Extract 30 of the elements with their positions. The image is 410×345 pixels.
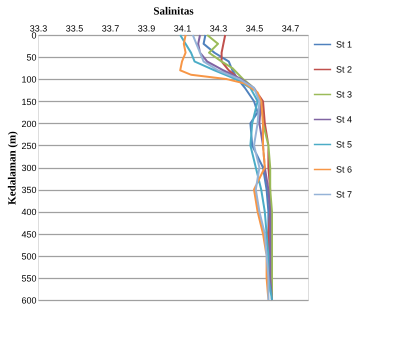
legend-label: St 7 <box>336 190 352 200</box>
y-tick-label: 250 <box>21 140 36 151</box>
x-tick-label: 33.9 <box>138 24 156 34</box>
y-tick-label: 450 <box>21 229 36 240</box>
legend-label: St 1 <box>336 40 352 50</box>
x-tick-label: 33.7 <box>102 24 120 34</box>
legend-label: St 4 <box>336 114 352 124</box>
y-tick-label: 500 <box>21 251 36 262</box>
x-tick-label: 34.1 <box>174 24 192 34</box>
legend-label: St 5 <box>336 140 352 150</box>
y-tick-label: 400 <box>21 207 36 218</box>
y-tick-label: 150 <box>21 96 36 107</box>
x-tick-label: 33.5 <box>66 24 84 34</box>
y-tick-label: 350 <box>21 185 36 196</box>
x-tick-label: 34.7 <box>282 24 300 34</box>
y-axis-title: Kedalaman (m) <box>6 130 18 205</box>
x-tick-label: 33.3 <box>30 24 48 34</box>
x-tick-label: 34.5 <box>246 24 264 34</box>
x-axis-title: Salinitas <box>153 6 194 18</box>
legend-label: St 2 <box>336 64 352 74</box>
legend-label: St 3 <box>336 90 352 100</box>
y-tick-label: 50 <box>26 52 36 63</box>
y-tick-label: 200 <box>21 118 36 129</box>
y-tick-label: 600 <box>21 296 36 306</box>
y-tick-label: 100 <box>21 74 36 85</box>
legend-label: St 6 <box>336 164 352 174</box>
x-tick-label: 34.3 <box>210 24 228 34</box>
y-tick-label: 0 <box>31 30 36 40</box>
y-tick-label: 550 <box>21 273 36 284</box>
y-tick-label: 300 <box>21 163 36 173</box>
